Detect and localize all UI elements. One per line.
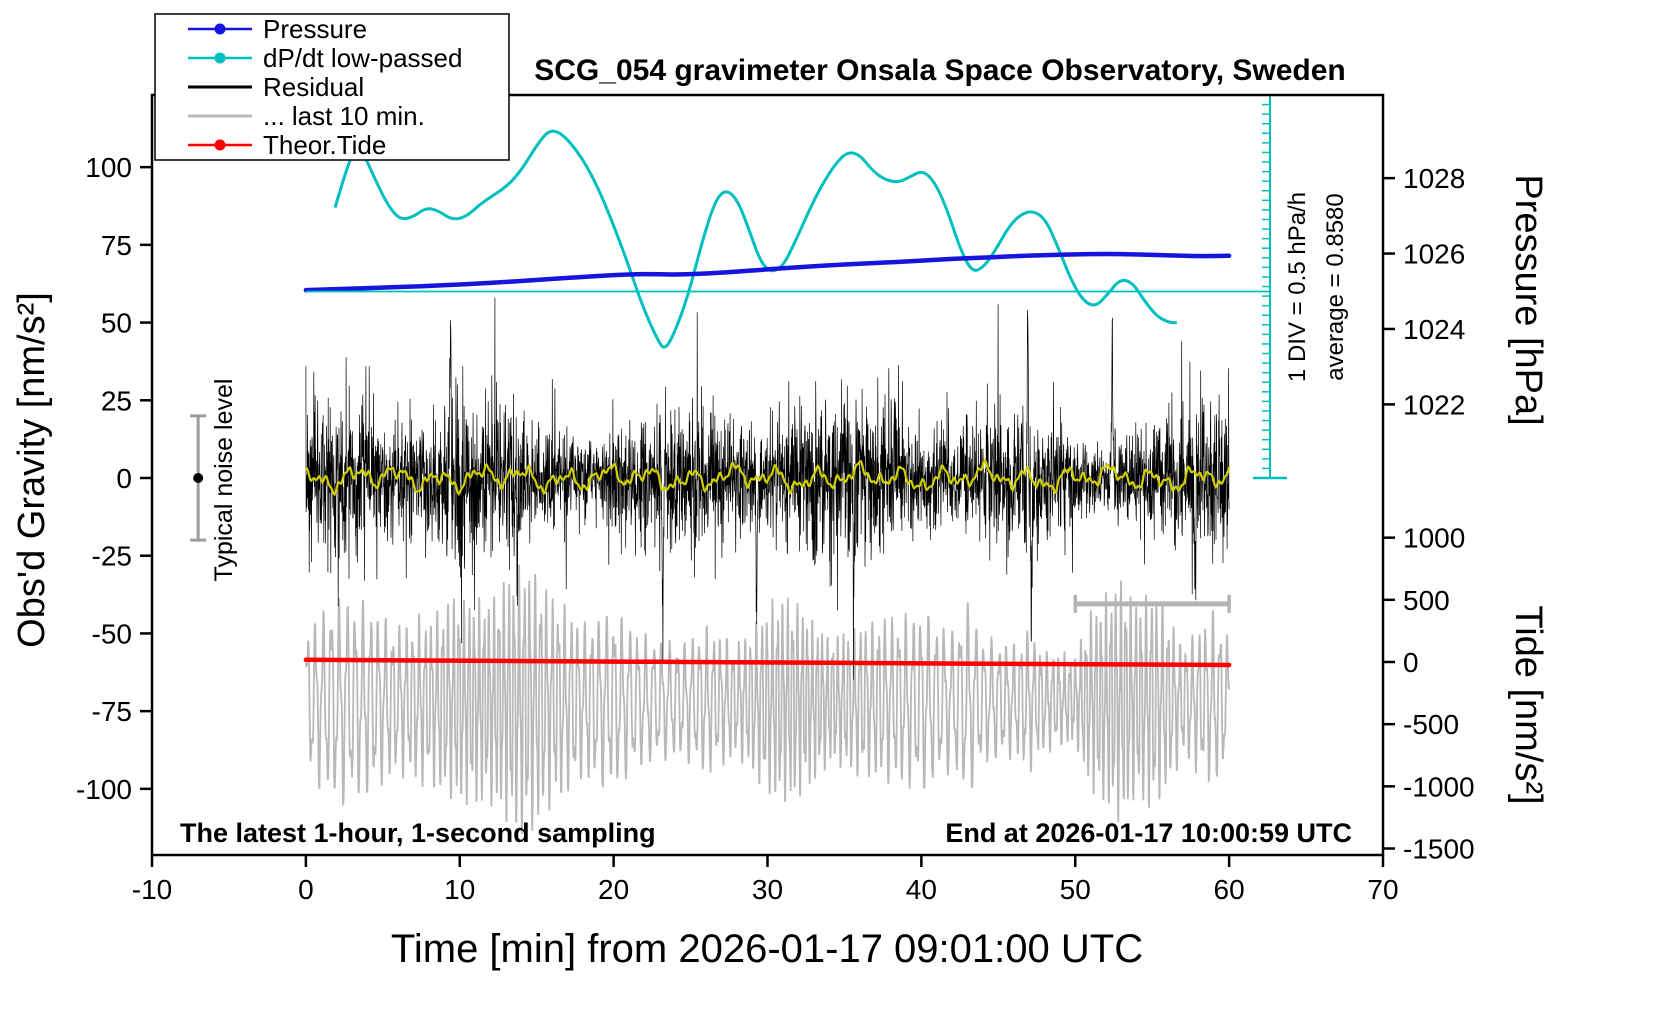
noise-level-errorbar: [190, 414, 207, 542]
tide-tick-label: 0: [1403, 647, 1419, 678]
div-scale-label: 1 DIV = 0.5 hPa/h: [1284, 192, 1311, 382]
legend: Pressure dP/dt low-passed Residual ... l…: [154, 13, 510, 161]
x-tick-label: 70: [1367, 874, 1398, 905]
tide-tick-label: 1000: [1403, 523, 1465, 554]
x-tick-label: 10: [444, 874, 475, 905]
legend-label-pressure: Pressure: [263, 14, 367, 44]
x-tick-label: 0: [298, 874, 314, 905]
x-tick-label: 30: [752, 874, 783, 905]
dpdt-series: [333, 129, 1177, 349]
gravity-tick-label: -75: [92, 696, 132, 727]
average-label: average = 0.8580: [1322, 193, 1349, 381]
pressure-series: [303, 251, 1232, 293]
sampling-note: The latest 1-hour, 1-second sampling: [180, 818, 656, 848]
legend-label-residual: Residual: [263, 72, 364, 102]
end-time-note: End at 2026-01-17 10:00:59 UTC: [945, 818, 1352, 848]
y-left-axis-label: Obs'd Gravity [nm/s²]: [11, 292, 53, 648]
tide-tick-label: -1500: [1403, 834, 1475, 865]
gravity-tick-label: 100: [85, 152, 132, 183]
pressure-tick-label: 1024: [1403, 314, 1465, 345]
pressure-tick-label: 1026: [1403, 239, 1465, 270]
gravity-tick-label: -50: [92, 618, 132, 649]
tide-tick-label: -500: [1403, 709, 1459, 740]
gravity-tick-label: 75: [101, 230, 132, 261]
gravity-tick-label: -25: [92, 541, 132, 572]
x-tick-label: 40: [906, 874, 937, 905]
gravity-tick-label: 25: [101, 385, 132, 416]
noise-level-label: Typical noise level: [210, 379, 238, 582]
last-10min-series: [305, 564, 1230, 834]
x-tick-label: 60: [1214, 874, 1245, 905]
chart-title: SCG_054 gravimeter Onsala Space Observat…: [534, 54, 1346, 87]
gravity-tick-label: 50: [101, 308, 132, 339]
x-tick-label: -10: [132, 874, 172, 905]
tide-tick-label: 500: [1403, 585, 1450, 616]
gravity-tick-label: 0: [116, 463, 132, 494]
axes-layer: -10 0 10 20 30 40 50 60 70-100-75-50-25025507510…: [76, 93, 1475, 905]
pressure-tick-label: 1022: [1403, 389, 1465, 420]
pressure-tick-label: 1028: [1403, 163, 1465, 194]
noise-level-dot: [193, 473, 204, 483]
y-left-ticks: -100 -75 -50 -25 0 25 50 75 100: [76, 152, 152, 805]
theor-tide-series: [303, 657, 1232, 668]
y-right-tide-label: Tide [nm/s²]: [1507, 605, 1549, 804]
gravity-tick-label: -100: [76, 774, 132, 805]
y-right-pressure-ticks: 1028 1026 1024 1022: [1383, 163, 1465, 420]
ten-min-scalebar: [1073, 594, 1231, 613]
legend-label-theor-tide: Theor.Tide: [263, 130, 386, 160]
x-axis-label: Time [min] from 2026-01-17 09:01:00 UTC: [391, 927, 1143, 971]
x-tick-label: 50: [1060, 874, 1091, 905]
legend-marker-dot: [214, 23, 226, 35]
residual-lowpass-series: [305, 458, 1231, 497]
legend-marker-dot: [214, 139, 226, 151]
x-tick-label: 20: [598, 874, 629, 905]
decor-layer: [190, 94, 1287, 613]
legend-markers: [188, 23, 252, 151]
y-right-tide-ticks: 1000 500 0 -500 -1000 -1500: [1383, 523, 1475, 865]
legend-label-dpdt: dP/dt low-passed: [263, 43, 462, 73]
legend-marker-dot: [214, 52, 226, 64]
residual-series: [305, 297, 1230, 680]
legend-label-last10min: ... last 10 min.: [263, 101, 425, 131]
y-right-pressure-label: Pressure [hPa]: [1507, 174, 1549, 425]
series-layer: [303, 129, 1232, 834]
x-axis-ticks: -10 0 10 20 30 40 50 60 70: [132, 855, 1399, 905]
tide-tick-label: -1000: [1403, 771, 1475, 802]
